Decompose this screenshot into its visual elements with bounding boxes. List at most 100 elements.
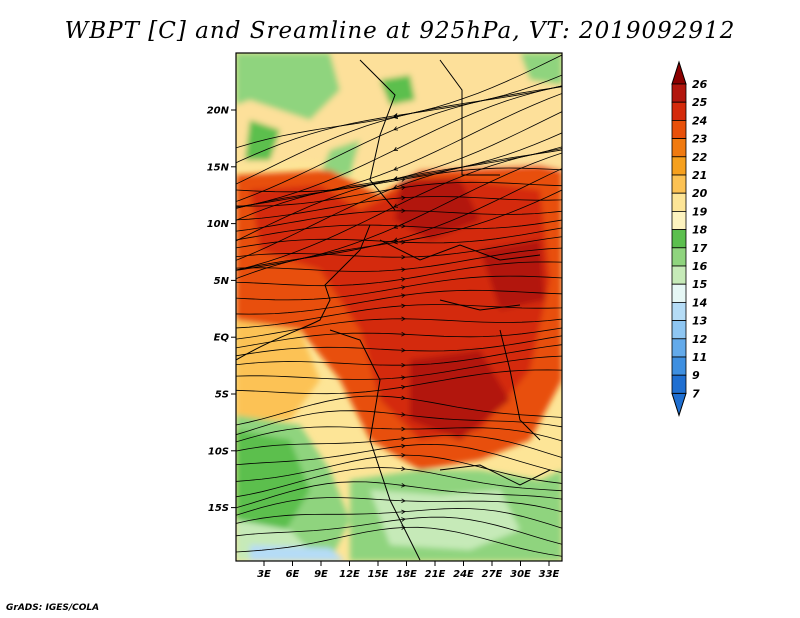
- lat-label: 15N: [207, 162, 230, 173]
- colorbar-swatch: [671, 320, 687, 340]
- colorbar-label: 18: [692, 224, 708, 237]
- streamline-arrow: [401, 185, 406, 191]
- colorbar-swatch: [671, 374, 687, 394]
- lat-label: 20N: [207, 106, 230, 117]
- colorbar-label: 20: [692, 187, 708, 200]
- streamline-arrow: [401, 208, 406, 214]
- colorbar-swatch: [671, 192, 687, 212]
- lat-label: EQ: [214, 333, 230, 344]
- colorbar-label: 16: [692, 260, 708, 273]
- colorbar-swatch: [671, 83, 687, 103]
- latitude-axis: 20N 15N 10N 5N EQ 5S 10S 15S: [207, 106, 236, 514]
- streamline-arrow: [401, 285, 406, 290]
- lon-label: 18E: [396, 569, 417, 580]
- streamline-arrow: [393, 166, 399, 171]
- streamline-arrow: [401, 375, 406, 380]
- map-frame: [235, 52, 563, 562]
- colorbar-label: 7: [692, 387, 700, 400]
- colorbar-label: 19: [692, 205, 708, 218]
- lon-label: 33E: [539, 569, 560, 580]
- streamline-arrow: [401, 395, 406, 401]
- colorbar-label: 14: [692, 296, 707, 309]
- colorbar-label: 25: [692, 96, 708, 109]
- colorbar: 26 25 24 23 22 21 20 19 18 17 16 15 14 13 12 11 9 7: [671, 60, 708, 418]
- streamline-arrow: [401, 385, 406, 390]
- streamline-arrow: [401, 436, 406, 442]
- streamline-arrow: [401, 267, 406, 272]
- colorbar-swatch: [671, 120, 687, 140]
- colorbar-label: 15: [692, 278, 708, 291]
- streamline-arrow: [401, 498, 406, 503]
- colorbar-label: 26: [692, 78, 708, 91]
- streamline-arrow: [401, 483, 406, 488]
- streamline-arrow: [393, 146, 399, 151]
- colorbar-swatch: [671, 156, 687, 176]
- colorbar-label: 24: [692, 114, 707, 127]
- streamline-arrow: [401, 509, 406, 515]
- streamline-arrow: [401, 293, 406, 298]
- streamline-arrow: [393, 114, 398, 119]
- streamline-arrow: [401, 195, 406, 201]
- streamline-arrow: [401, 466, 406, 471]
- lat-label: 5N: [214, 276, 230, 287]
- colorbar-swatch: [671, 138, 687, 158]
- streamline-arrow: [401, 347, 406, 353]
- lon-label: 24E: [453, 569, 474, 580]
- colorbar-label: 9: [692, 369, 700, 382]
- colorbar-swatch: [671, 265, 687, 285]
- colorbar-swatch: [671, 247, 687, 267]
- streamline-arrow: [401, 362, 406, 368]
- lon-label: 9E: [314, 569, 328, 580]
- streamline-arrow: [401, 239, 406, 245]
- lat-label: 10N: [207, 219, 230, 230]
- streamline-arrow: [401, 331, 406, 337]
- footer-credit: GrADS: IGES/COLA: [6, 603, 100, 613]
- colorbar-swatch: [671, 101, 687, 121]
- lon-label: 12E: [339, 569, 360, 580]
- streamline-arrow: [401, 412, 406, 417]
- colorbar-swatch: [671, 338, 687, 358]
- colorbar-bottom-arrow: [671, 392, 687, 418]
- lon-label: 21E: [425, 569, 446, 580]
- streamline-arrow: [393, 176, 398, 181]
- lat-label: 15S: [208, 503, 229, 514]
- colorbar-swatch: [671, 229, 687, 249]
- colorbar-swatch: [671, 174, 687, 194]
- colorbar-label: 21: [692, 169, 707, 182]
- lon-label: 30E: [510, 569, 531, 580]
- streamline-arrow: [401, 426, 406, 432]
- streamline-arrow: [393, 239, 398, 245]
- lat-label: 10S: [208, 446, 229, 457]
- streamline-arrow: [401, 452, 406, 458]
- streamlines: [236, 54, 562, 557]
- colorbar-label: 17: [692, 242, 708, 255]
- colorbar-label: 22: [692, 151, 708, 164]
- streamline-arrow: [401, 277, 406, 282]
- lat-label: 5S: [215, 390, 229, 401]
- streamline-arrow: [401, 316, 406, 322]
- streamline-arrow: [401, 303, 406, 309]
- lon-label: 6E: [286, 569, 300, 580]
- colorbar-label: 12: [692, 333, 708, 346]
- lon-label: 27E: [482, 569, 503, 580]
- colorbar-label: 23: [692, 133, 708, 146]
- streamline-arrow: [401, 177, 406, 182]
- colorbar-swatch: [671, 301, 687, 321]
- streamline-arrow: [401, 443, 406, 449]
- streamline-arrow: [401, 254, 406, 260]
- colorbar-swatch: [671, 356, 687, 376]
- longitude-axis: 3E 6E 9E 12E 15E 18E 21E 24E 27E 30E 33E: [257, 561, 560, 580]
- lon-label: 3E: [257, 569, 271, 580]
- streamline-arrow: [401, 517, 406, 522]
- streamline-arrow: [401, 223, 406, 229]
- streamline-arrow: [393, 203, 399, 208]
- streamline-arrow: [393, 126, 399, 131]
- colorbar-top-arrow: [671, 60, 687, 85]
- lon-label: 15E: [368, 569, 389, 580]
- colorbar-swatch: [671, 283, 687, 303]
- political-borders: [236, 59, 551, 561]
- colorbar-label: 13: [692, 315, 708, 328]
- colorbar-label: 11: [692, 351, 707, 364]
- map-title: WBPT [C] and Sreamline at 925hPa, VT: 20…: [64, 18, 736, 44]
